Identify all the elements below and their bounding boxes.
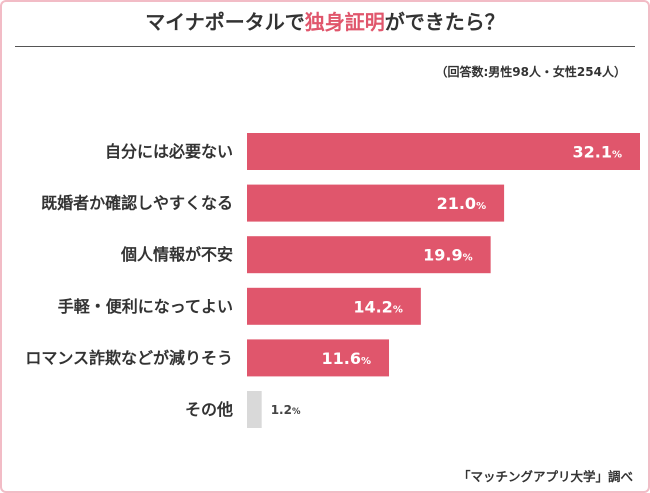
- category-label: 手軽・便利になってよい: [58, 297, 233, 316]
- data-label-value: 19.9: [423, 246, 462, 265]
- title-text-lead: マイナポータルで: [145, 10, 305, 34]
- data-label-unit: %: [292, 407, 301, 417]
- data-label-unit: %: [393, 304, 403, 315]
- bar-rows: 自分には必要ない 32.1% 既婚者か確認しやすくなる 21.0% 個人情報が不安 19.…: [25, 133, 640, 428]
- bar: [247, 236, 491, 274]
- data-label-unit: %: [476, 201, 486, 212]
- data-label-unit: %: [612, 150, 622, 161]
- bar-row: 手軽・便利になってよい 14.2%: [58, 287, 421, 325]
- data-label-value: 11.6: [322, 349, 361, 368]
- bar: [247, 339, 390, 377]
- bar: [247, 287, 421, 325]
- bar-row: 自分には必要ない 32.1%: [105, 133, 640, 170]
- data-label: 32.1%: [572, 143, 622, 162]
- category-label: その他: [185, 400, 233, 419]
- data-label: 19.9%: [423, 246, 473, 265]
- source-note: 「マッチングアプリ大学」調べ: [457, 469, 633, 484]
- bar-row: 既婚者か確認しやすくなる 21.0%: [41, 184, 505, 222]
- bar: [247, 133, 640, 170]
- bar: [247, 184, 505, 222]
- category-label: 自分には必要ない: [105, 142, 233, 161]
- data-label-unit: %: [463, 253, 473, 264]
- data-label: 14.2%: [353, 297, 403, 316]
- bar-row: ロマンス詐欺などが減りそう 11.6%: [25, 339, 390, 377]
- chart-subtitle: （回答数:男性98人・女性254人）: [435, 65, 626, 79]
- data-label: 11.6%: [322, 349, 372, 368]
- bar-row: その他 1.2%: [185, 391, 301, 428]
- data-label-value: 1.2: [271, 403, 292, 417]
- data-label: 21.0%: [437, 194, 487, 213]
- bar: [247, 391, 262, 428]
- bar-row: 個人情報が不安 19.9%: [120, 236, 491, 274]
- data-label-unit: %: [361, 356, 371, 367]
- title-divider: [15, 46, 635, 47]
- data-label-value: 32.1: [572, 143, 611, 162]
- category-label: ロマンス詐欺などが減りそう: [25, 348, 233, 367]
- category-label: 既婚者か確認しやすくなる: [41, 194, 233, 213]
- data-label: 1.2%: [271, 403, 301, 417]
- category-label: 個人情報が不安: [120, 245, 233, 264]
- data-label-value: 21.0: [437, 194, 476, 213]
- data-label-value: 14.2: [353, 297, 392, 316]
- title-highlight: 独身証明: [304, 10, 385, 34]
- title-text-tail: ができたら？: [384, 10, 505, 34]
- chart-title: マイナポータルで独身証明ができたら？: [0, 8, 650, 36]
